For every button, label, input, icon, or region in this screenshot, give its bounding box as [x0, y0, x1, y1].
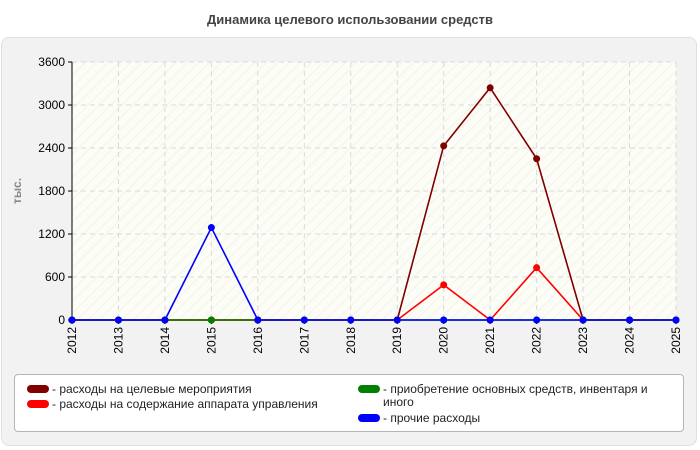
chart-title: Динамика целевого использовании средств: [207, 12, 493, 27]
legend-label: - приобретение основных средств, инвента…: [383, 382, 648, 409]
x-tick-label: 2013: [111, 327, 125, 354]
data-point: [579, 316, 587, 324]
data-point: [533, 316, 541, 324]
data-point: [207, 224, 215, 232]
data-point: [533, 264, 541, 272]
legend-label: - расходы на содержание аппарата управле…: [52, 397, 318, 411]
legend-item: - расходы на содержание аппарата управле…: [27, 398, 318, 411]
data-point: [68, 316, 76, 324]
y-tick-label: 3600: [38, 55, 65, 69]
x-tick-label: 2025: [669, 327, 683, 354]
data-point: [533, 155, 541, 163]
data-point: [486, 316, 494, 324]
data-point: [626, 316, 634, 324]
y-tick-label: 1800: [38, 184, 65, 198]
x-tick-label: 2020: [437, 327, 451, 354]
legend-swatch: [27, 400, 49, 408]
legend-swatch: [27, 385, 49, 393]
legend-label: - расходы на целевые мероприятия: [52, 382, 252, 396]
x-tick-label: 2018: [344, 327, 358, 354]
y-tick-label: 1200: [38, 227, 65, 241]
data-point: [207, 316, 215, 324]
data-point: [440, 281, 448, 289]
legend-swatch: [358, 414, 380, 422]
data-point: [300, 316, 308, 324]
series-line: [72, 226, 676, 321]
x-tick-label: 2016: [251, 327, 265, 354]
x-tick-label: 2021: [483, 327, 497, 354]
x-tick-label: 2022: [530, 327, 544, 354]
data-point: [161, 316, 169, 324]
data-point: [393, 316, 401, 324]
data-point: [440, 316, 448, 324]
legend-item: - прочие расходы: [358, 412, 480, 425]
legend-item: - приобретение основных средств, инвента…: [358, 383, 678, 409]
x-tick-label: 2024: [623, 327, 637, 354]
y-tick-label: 0: [58, 313, 65, 327]
legend-label: - прочие расходы: [383, 411, 481, 425]
x-tick-label: 2023: [576, 327, 590, 354]
x-tick-label: 2015: [204, 327, 218, 354]
x-tick-label: 2017: [297, 327, 311, 354]
chart-legend: - расходы на целевые мероприятия - расхо…: [14, 374, 684, 432]
x-tick-label: 2019: [390, 327, 404, 354]
data-point: [440, 142, 448, 150]
data-point: [672, 316, 680, 324]
legend-swatch: [358, 385, 380, 393]
y-tick-label: 600: [45, 270, 65, 284]
x-tick-label: 2012: [65, 327, 79, 354]
legend-item: - расходы на целевые мероприятия: [27, 383, 252, 396]
data-point: [114, 316, 122, 324]
data-point: [347, 316, 355, 324]
data-point: [486, 84, 494, 92]
y-tick-label: 2400: [38, 141, 65, 155]
y-axis-label: тыс.: [10, 178, 24, 204]
y-tick-label: 3000: [38, 98, 65, 112]
x-tick-label: 2014: [158, 327, 172, 354]
data-point: [254, 316, 262, 324]
